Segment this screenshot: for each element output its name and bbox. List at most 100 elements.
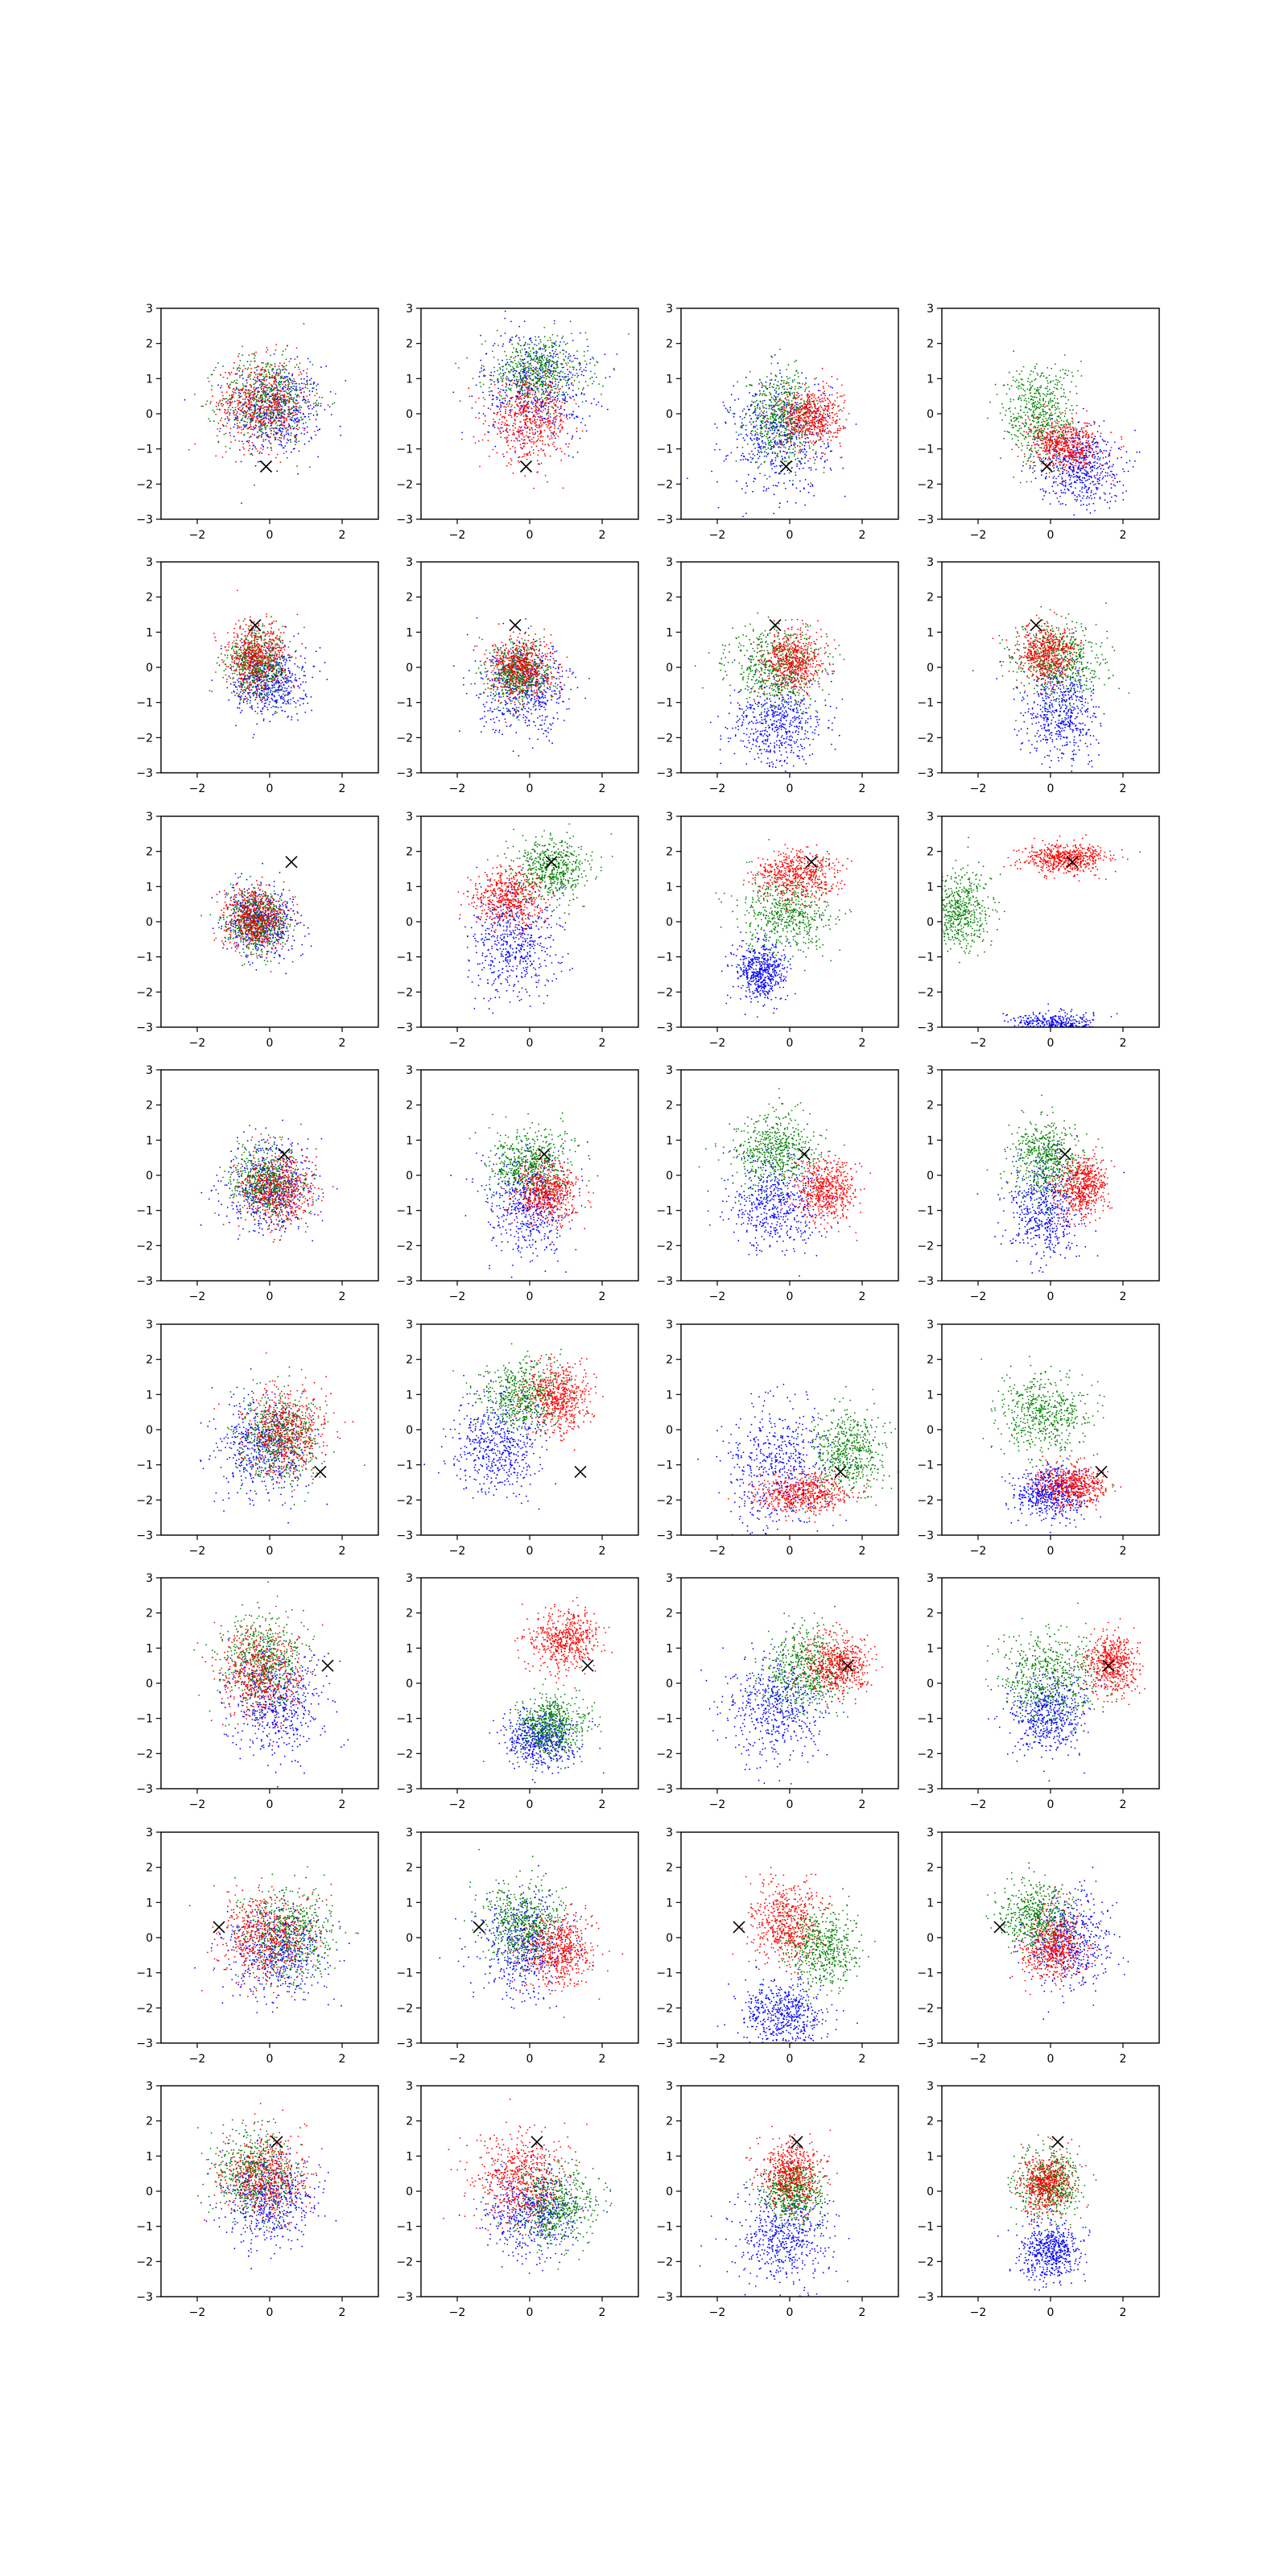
- point-red: [825, 382, 828, 384]
- point-green: [283, 401, 285, 403]
- point-blue: [797, 392, 799, 394]
- point-green: [766, 478, 768, 480]
- point-red: [262, 383, 265, 386]
- point-red: [795, 415, 798, 418]
- point-green: [511, 343, 514, 345]
- point-green: [792, 429, 795, 431]
- point-green: [759, 415, 762, 418]
- point-green: [772, 398, 774, 400]
- point-green: [290, 388, 291, 390]
- point-green: [539, 383, 542, 386]
- point-green: [250, 409, 253, 411]
- point-red: [242, 443, 245, 445]
- point-blue: [811, 433, 812, 436]
- point-blue: [535, 391, 537, 394]
- point-blue: [549, 391, 551, 393]
- point-green: [570, 332, 572, 335]
- point-red: [799, 398, 802, 401]
- point-green: [771, 429, 774, 431]
- point-blue: [569, 396, 571, 398]
- point-red: [266, 408, 269, 411]
- point-red: [533, 443, 535, 445]
- point-green: [524, 369, 526, 371]
- point-green: [584, 360, 586, 362]
- point-red: [782, 382, 785, 384]
- point-green: [261, 435, 262, 436]
- point-green: [532, 378, 535, 381]
- point-blue: [502, 373, 505, 374]
- point-red: [822, 428, 824, 430]
- point-blue: [823, 467, 825, 469]
- point-blue: [539, 357, 541, 359]
- point-green: [823, 412, 825, 415]
- point-blue: [295, 436, 297, 437]
- point-green: [549, 336, 551, 339]
- point-red: [777, 400, 779, 402]
- point-red: [505, 408, 506, 411]
- point-blue: [317, 404, 319, 407]
- point-red: [808, 424, 811, 427]
- point-red: [575, 402, 577, 405]
- point-green: [233, 380, 236, 382]
- point-red: [473, 436, 475, 438]
- point-blue: [572, 374, 574, 376]
- point-green: [534, 368, 536, 370]
- point-green: [789, 435, 791, 436]
- point-red: [839, 395, 841, 398]
- point-green: [756, 399, 758, 402]
- point-green: [244, 394, 246, 396]
- point-red: [256, 417, 258, 419]
- point-blue: [481, 367, 482, 369]
- point-red: [244, 415, 246, 416]
- point-blue: [254, 427, 257, 429]
- point-blue: [779, 372, 781, 374]
- point-red: [830, 440, 832, 441]
- point-green: [530, 365, 532, 366]
- point-blue: [770, 396, 773, 398]
- point-green: [766, 415, 768, 417]
- point-red: [518, 436, 520, 438]
- point-red: [530, 423, 533, 425]
- point-red: [275, 415, 277, 417]
- point-red: [801, 428, 803, 430]
- point-red: [822, 416, 824, 419]
- point-red: [512, 382, 514, 384]
- point-blue: [748, 453, 750, 455]
- point-green: [740, 426, 741, 428]
- point-blue: [763, 399, 766, 402]
- point-blue: [804, 504, 806, 506]
- point-red: [270, 420, 271, 422]
- point-blue: [497, 406, 499, 408]
- point-green: [511, 351, 514, 353]
- point-green: [490, 383, 492, 385]
- point-blue: [281, 444, 283, 447]
- point-blue: [480, 359, 482, 361]
- point-red: [280, 410, 282, 411]
- point-green: [294, 380, 296, 382]
- point-red: [270, 449, 273, 452]
- point-blue: [275, 417, 278, 419]
- point-green: [601, 394, 602, 395]
- point-green: [259, 425, 262, 427]
- point-red: [524, 475, 526, 477]
- point-blue: [593, 398, 595, 400]
- point-red: [261, 419, 263, 421]
- point-red: [788, 419, 791, 422]
- point-green: [518, 402, 520, 404]
- point-red: [798, 452, 800, 453]
- point-blue: [543, 417, 545, 419]
- point-blue: [748, 409, 749, 411]
- point-blue: [507, 378, 509, 379]
- point-red: [249, 407, 251, 410]
- point-red: [259, 396, 262, 398]
- point-blue: [287, 376, 289, 378]
- point-green: [527, 361, 529, 363]
- point-blue: [716, 443, 717, 445]
- point-green: [806, 386, 808, 389]
- point-green: [782, 408, 783, 411]
- point-green: [529, 355, 531, 357]
- point-green: [493, 357, 495, 358]
- point-green: [268, 397, 270, 399]
- point-blue: [264, 401, 266, 403]
- point-red: [523, 453, 526, 455]
